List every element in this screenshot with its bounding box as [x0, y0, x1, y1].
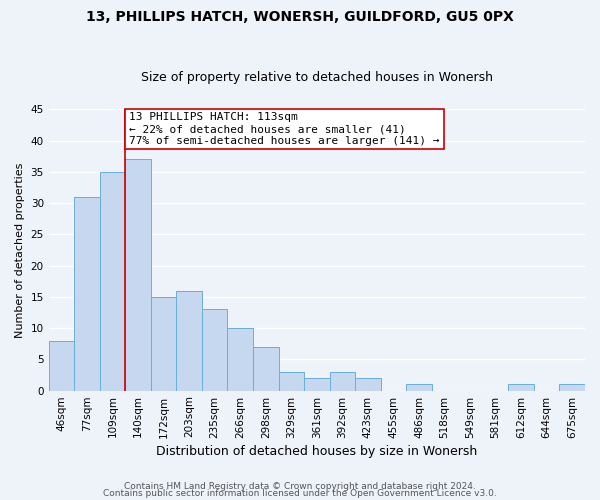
- Bar: [559, 384, 585, 390]
- Bar: [253, 347, 278, 391]
- Bar: [278, 372, 304, 390]
- Bar: [329, 372, 355, 390]
- Text: 13, PHILLIPS HATCH, WONERSH, GUILDFORD, GU5 0PX: 13, PHILLIPS HATCH, WONERSH, GUILDFORD, …: [86, 10, 514, 24]
- Bar: [100, 172, 125, 390]
- Text: Contains HM Land Registry data © Crown copyright and database right 2024.: Contains HM Land Registry data © Crown c…: [124, 482, 476, 491]
- Y-axis label: Number of detached properties: Number of detached properties: [15, 162, 25, 338]
- Text: Contains public sector information licensed under the Open Government Licence v3: Contains public sector information licen…: [103, 490, 497, 498]
- Bar: [125, 160, 151, 390]
- Bar: [355, 378, 380, 390]
- Bar: [74, 197, 100, 390]
- Bar: [406, 384, 432, 390]
- X-axis label: Distribution of detached houses by size in Wonersh: Distribution of detached houses by size …: [156, 444, 478, 458]
- Bar: [49, 340, 74, 390]
- Bar: [151, 297, 176, 390]
- Bar: [508, 384, 534, 390]
- Bar: [176, 290, 202, 390]
- Title: Size of property relative to detached houses in Wonersh: Size of property relative to detached ho…: [141, 72, 493, 85]
- Bar: [202, 310, 227, 390]
- Bar: [227, 328, 253, 390]
- Bar: [304, 378, 329, 390]
- Text: 13 PHILLIPS HATCH: 113sqm
← 22% of detached houses are smaller (41)
77% of semi-: 13 PHILLIPS HATCH: 113sqm ← 22% of detac…: [129, 112, 440, 146]
